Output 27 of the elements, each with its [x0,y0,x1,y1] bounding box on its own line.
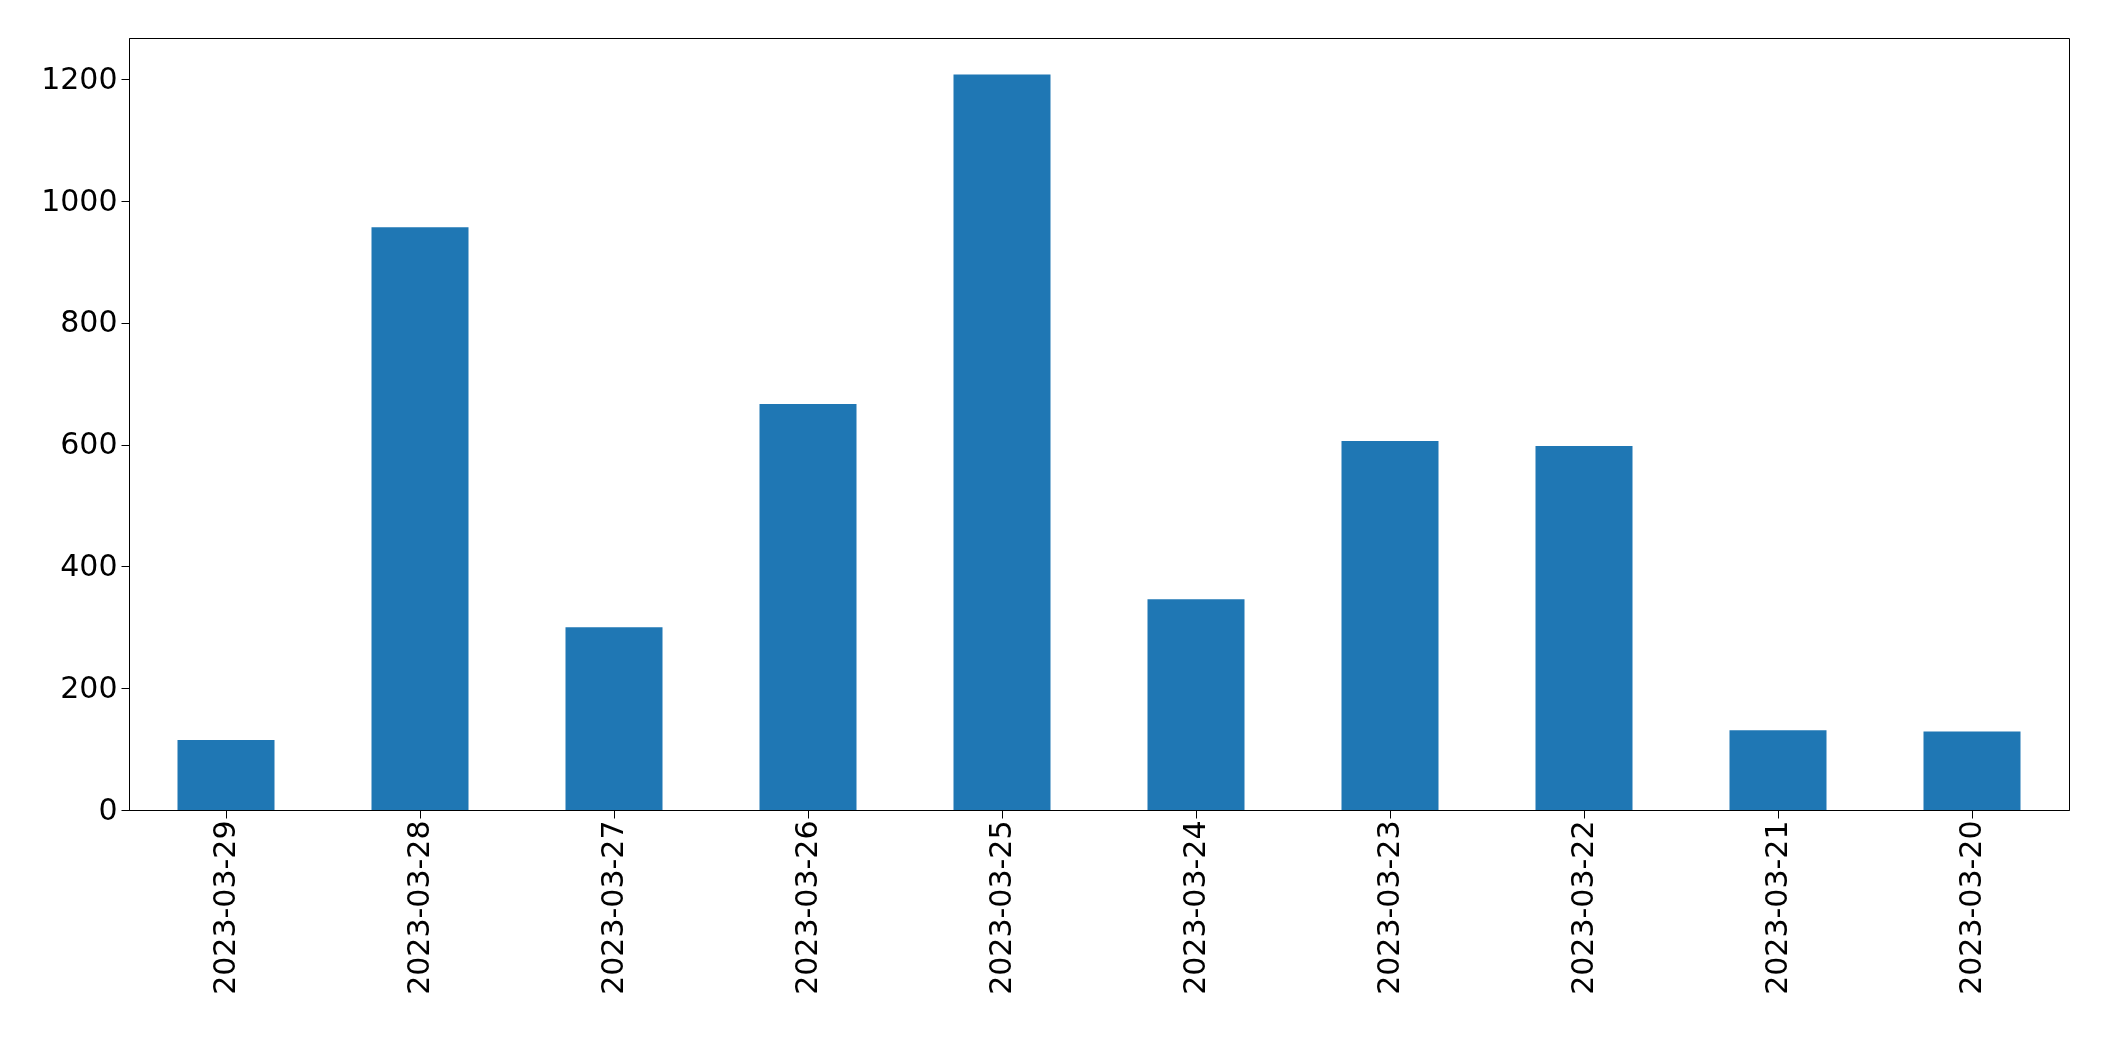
x-tick-label: 2023-03-23 [1371,820,1406,995]
x-tick-label: 2023-03-21 [1759,820,1794,995]
y-tick-label: 0 [98,791,118,827]
x-tick-label: 2023-03-29 [207,820,242,995]
y-tick-label: 800 [60,304,118,340]
bar [565,627,663,810]
x-tick-label: 2023-03-27 [595,820,630,995]
bar [1729,730,1827,810]
bar [1341,441,1439,810]
bar [953,74,1051,810]
x-tick-label: 2023-03-26 [789,820,824,995]
y-tick-label: 1000 [41,182,118,218]
bar [1535,445,1633,810]
bar [371,227,469,810]
y-tick-label: 200 [60,669,118,705]
x-tick-label: 2023-03-28 [401,820,436,995]
x-tick-label: 2023-03-22 [1565,820,1600,995]
bar [1923,731,2021,810]
y-tick-label: 1200 [41,60,118,96]
bar [759,403,857,810]
bar [177,739,275,810]
y-tick-label: 400 [60,547,118,583]
y-tick-label: 600 [60,426,118,462]
x-tick-label: 2023-03-20 [1953,820,1988,995]
x-tick-label: 2023-03-25 [983,820,1018,995]
bar [1147,599,1245,810]
x-tick-label: 2023-03-24 [1177,820,1212,995]
